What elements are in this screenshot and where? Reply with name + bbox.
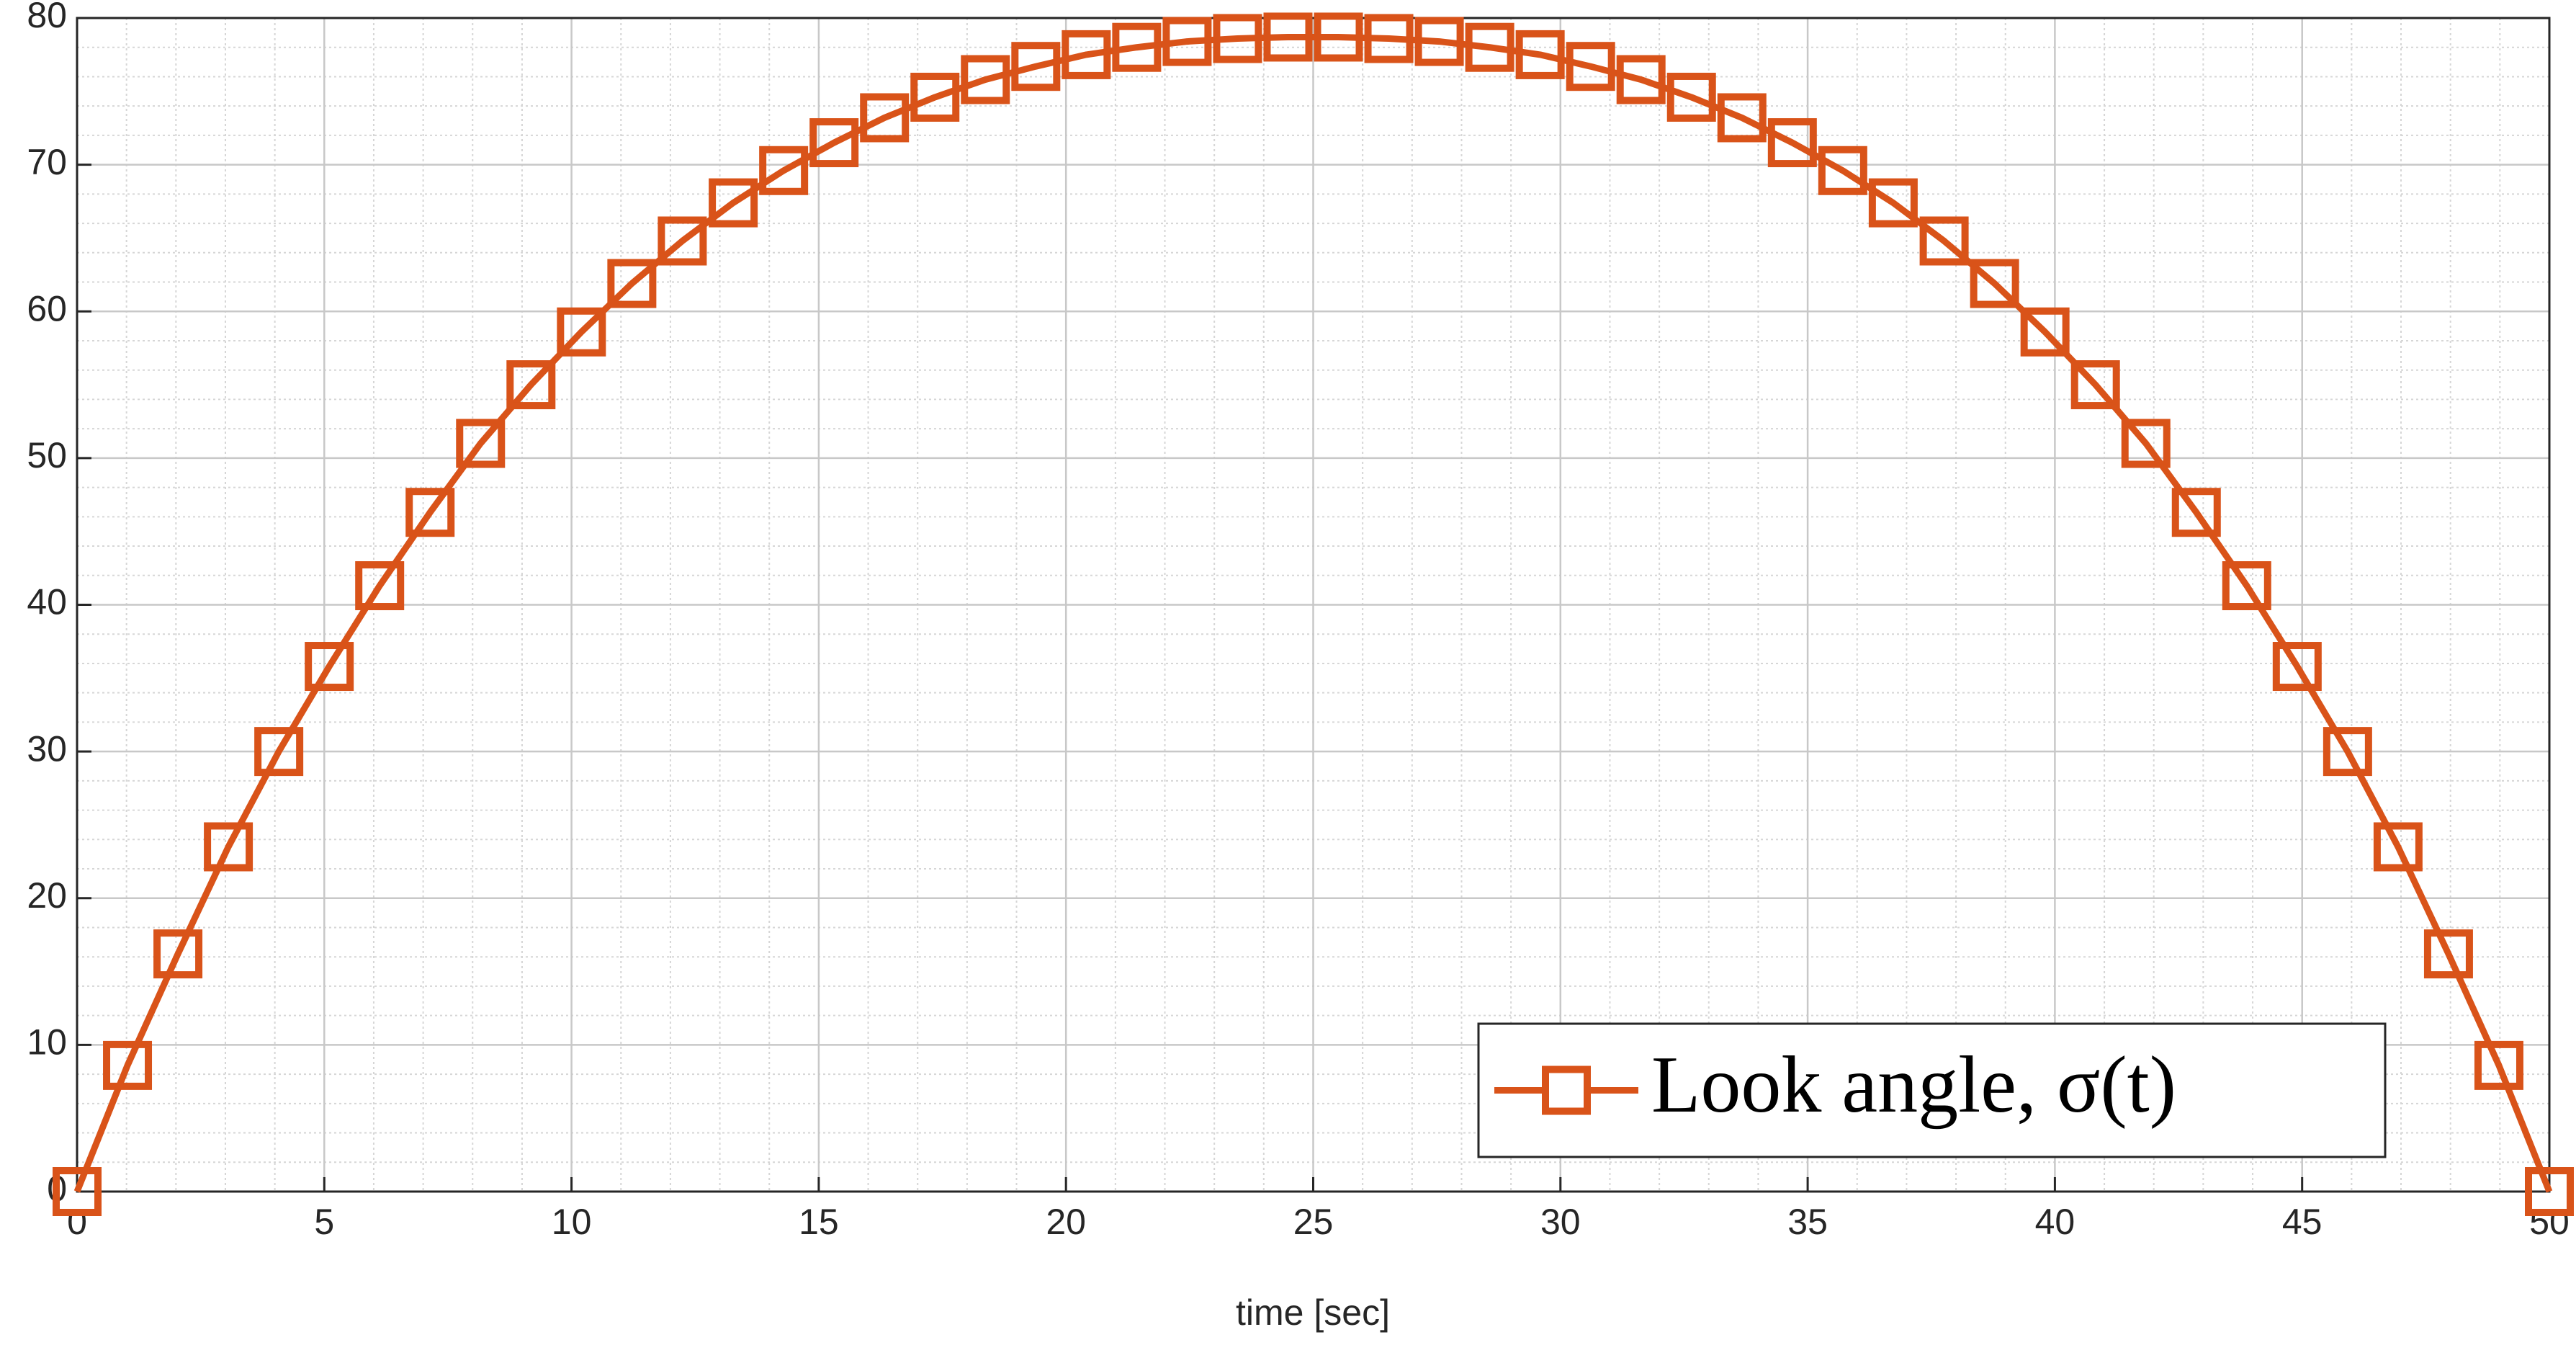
marker [2423,929,2473,979]
marker [2020,307,2070,357]
marker [2525,1167,2574,1216]
marker [2474,1040,2523,1090]
marker [2272,642,2322,692]
marker [1263,12,1313,62]
y-tick-label: 20 [27,875,67,916]
marker [709,178,758,228]
marker [1465,22,1514,72]
y-tick-label: 50 [27,435,67,475]
x-tick-label: 45 [2282,1202,2323,1242]
x-tick-label: 35 [1787,1202,1828,1242]
x-tick-label: 0 [67,1202,87,1242]
marker [1666,72,1716,122]
marker [1062,30,1111,79]
x-tick-label: 50 [2529,1202,2570,1242]
marker [1818,146,1867,195]
legend: Look angle, σ(t) [1477,1022,2387,1158]
legend-label: Look angle, σ(t) [1651,1040,2176,1130]
marker [254,727,304,777]
x-tick-label: 20 [1046,1202,1086,1242]
marker [1717,93,1767,143]
marker [103,1040,153,1090]
marker [1868,178,1918,228]
line [73,33,2553,1193]
x-tick-label: 40 [2035,1202,2075,1242]
marker [658,216,707,266]
y-tick-label: 30 [27,728,67,769]
marker [305,642,354,692]
marker [809,118,859,168]
marker [2171,488,2221,537]
marker [1616,55,1666,104]
marker [2373,822,2423,872]
x-tick-label: 15 [799,1202,839,1242]
y-tick-label: 60 [27,288,67,329]
y-tick-label: 10 [27,1022,67,1063]
marker [1566,42,1615,91]
marker [1767,118,1817,168]
marker [1213,14,1262,63]
axes-box [76,17,2551,1193]
marker [2222,561,2271,611]
marker [860,93,910,143]
marker [1314,12,1363,62]
x-axis-label: time [sec] [1236,1292,1390,1333]
marker [456,419,506,468]
x-tick-label: 25 [1293,1202,1334,1242]
marker [53,1167,102,1216]
marker [1162,17,1212,66]
marker [355,561,405,611]
marker [153,929,203,979]
marker [2323,727,2372,777]
x-tick-label: 5 [314,1202,334,1242]
marker [1364,14,1414,63]
marker [759,146,809,195]
y-tick-label: 40 [27,582,67,622]
marker [204,822,253,872]
marker [557,307,606,357]
marker [1414,17,1464,66]
x-tick-label: 10 [552,1202,592,1242]
marker [1011,42,1061,91]
marker [910,72,960,122]
marker [607,259,657,308]
marker [2070,360,2120,410]
marker [961,55,1010,104]
marker [506,360,556,410]
marker [2121,419,2171,468]
y-tick-label: 70 [27,142,67,182]
y-tick-label: 80 [27,0,67,35]
legend-marker [1542,1065,1591,1115]
x-tick-label: 30 [1540,1202,1581,1242]
marker [405,488,455,537]
marker [1970,259,2019,308]
marker [1515,30,1565,79]
marker [1112,22,1162,72]
marker [1919,216,1969,266]
